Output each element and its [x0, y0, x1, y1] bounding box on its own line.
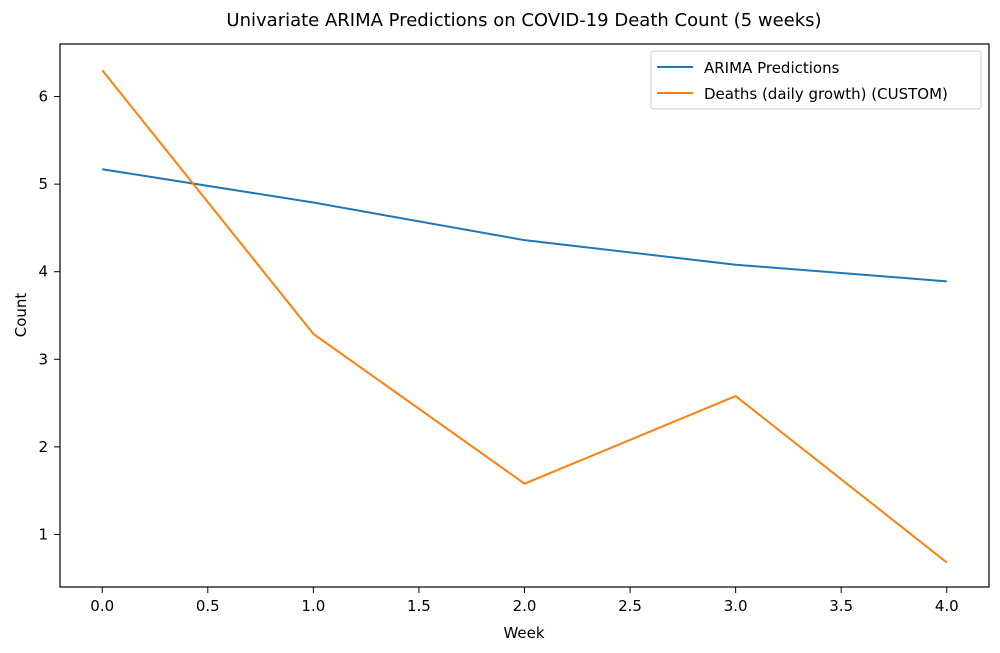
legend-box: [650, 50, 982, 110]
y-tick-label: 1: [38, 525, 48, 543]
legend: ARIMA Predictions Deaths (daily growth) …: [650, 50, 982, 110]
y-axis-ticks: 1 2 3 4 5 6: [38, 88, 60, 543]
x-tick-label: 3.5: [829, 597, 853, 615]
x-tick-label: 3.0: [724, 597, 748, 615]
y-tick-label: 6: [38, 88, 48, 106]
x-axis-label: Week: [503, 624, 544, 642]
x-tick-label: 4.0: [935, 597, 959, 615]
x-tick-label: 2.5: [618, 597, 642, 615]
y-axis-label: Count: [12, 293, 30, 338]
x-tick-label: 0.5: [196, 597, 220, 615]
x-axis-ticks: 0.0 0.5 1.0 1.5 2.0 2.5 3.0 3.5 4.0: [90, 587, 959, 615]
chart-title: Univariate ARIMA Predictions on COVID-19…: [226, 10, 821, 31]
x-tick-label: 0.0: [90, 597, 114, 615]
x-tick-label: 1.0: [301, 597, 325, 615]
legend-label-deaths: Deaths (daily growth) (CUSTOM): [704, 85, 948, 103]
legend-label-arima: ARIMA Predictions: [704, 59, 840, 77]
y-tick-label: 4: [38, 263, 48, 281]
y-tick-label: 2: [38, 438, 48, 456]
plot-area: [59, 43, 990, 588]
y-tick-label: 5: [38, 175, 48, 193]
y-tick-label: 3: [38, 350, 48, 368]
x-tick-label: 2.0: [513, 597, 537, 615]
x-tick-label: 1.5: [407, 597, 431, 615]
series-lines: [101, 69, 948, 564]
